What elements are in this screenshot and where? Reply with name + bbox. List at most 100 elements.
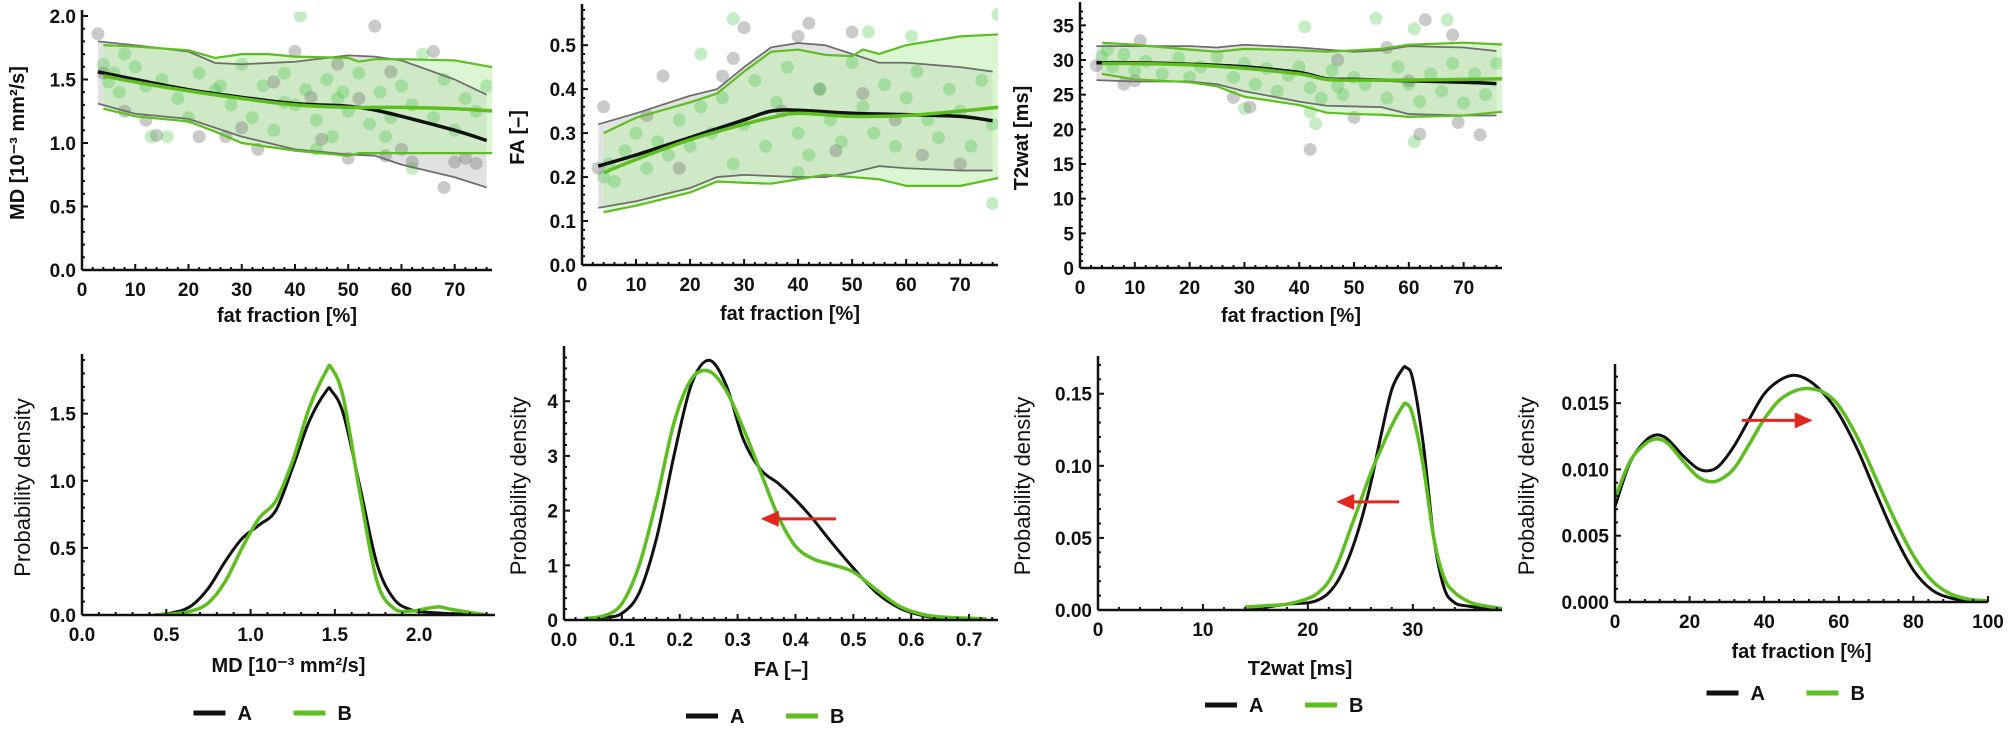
data-point-b [942,82,956,96]
y-tick-label: 0.010 [1561,460,1609,481]
data-point-a [915,148,929,162]
y-tick-label: 0.000 [1561,593,1609,614]
x-tick-label: 0.6 [898,630,924,651]
y-tick-label: 0.00 [1055,601,1092,622]
y-tick-label: 20 [1053,120,1074,141]
data-point-b [1226,70,1240,84]
x-axis-title: FA [–] [754,659,809,681]
y-tick-label: 2.0 [50,7,76,28]
x-tick-label: 0.0 [69,625,95,646]
x-tick-label: 50 [1343,278,1364,299]
density-curve-b [154,363,487,615]
data-point-b [1490,56,1502,70]
chart-t2wat-vs-fat-fraction: 0 10 20 30 40 50 60 70 0 5 10 15 20 25 30 35 fat fractio… [1011,2,1502,327]
data-point-b [726,157,740,171]
y-tick-label: 1 [547,556,558,577]
x-axis-title: fat fraction [%] [1221,305,1361,327]
data-point-a [331,57,345,71]
x-axis-title: fat fraction [%] [720,303,860,325]
y-tick-label: 0 [547,611,558,632]
band-fill-b [103,45,492,156]
data-point-b [1457,96,1471,110]
x-tick-label: 0.3 [724,630,750,651]
data-point-b [128,60,142,74]
data-point-a [953,157,967,171]
plot-area [591,7,998,214]
data-point-b [1347,70,1361,84]
data-point-b [910,65,924,79]
lower-band-b [603,173,998,214]
data-point-a [1133,34,1147,48]
data-point-a [235,121,249,135]
data-point-b [878,78,892,92]
chart-fa-vs-fat-fraction: 0 10 20 30 40 50 60 70 0.0 0.1 0.2 0.3 0.4 0.5 fat fra… [507,4,998,325]
y-tick-label: 1.5 [50,71,77,92]
x-axis-title: T2wat [ms] [1248,658,1352,680]
data-point-b [759,139,773,153]
data-point-b [791,166,805,180]
plot-area [154,363,487,615]
x-tick-label: 20 [1297,620,1318,641]
x-tick-label: 30 [734,275,755,296]
upper-band-b [103,44,492,69]
x-tick-label: 0 [577,275,588,296]
data-point-b [672,113,686,127]
x-tick-label: 50 [338,280,359,301]
data-point-a [458,151,472,165]
data-point-b [277,66,291,80]
axes: 0.0 0.1 0.2 0.3 0.4 0.5 0.6 0.7 0 1 2 3 4 [547,346,998,651]
y-axis-title: FA [–] [507,110,529,165]
density-curve-b [584,368,987,620]
arrow-head [1794,412,1813,429]
data-point-a [352,92,366,106]
x-tick-label: 60 [1828,612,1849,633]
axes: 0 10 20 30 40 50 60 70 0.0 0.5 1.0 1.5 2.0 [50,7,492,301]
data-point-b [986,196,998,210]
data-point-b [975,73,989,87]
data-point-b [607,174,621,188]
legend-label-a: A [1249,695,1263,717]
x-tick-label: 70 [1453,278,1474,299]
data-point-b [1303,81,1317,95]
x-tick-label: 70 [950,275,971,296]
density-curve-b [1615,386,1988,602]
data-point-b [748,73,762,87]
data-point-a [1451,115,1465,129]
data-point-b [118,47,132,61]
chart-t2wat-density: 0 10 20 30 0.00 0.05 0.10 0.15 T2wat [ms] Probabi… [1010,356,1502,717]
x-tick-label: 70 [444,280,465,301]
data-point-b [1309,117,1323,131]
upper-band-b [603,33,998,135]
x-tick-label: 0.2 [667,630,693,651]
y-tick-label: 10 [1053,190,1074,211]
y-axis-title: Probability density [10,398,35,577]
data-point-b [899,91,913,105]
data-point-b [1440,13,1454,27]
data-point-b [1237,102,1251,116]
data-point-b [1183,70,1197,84]
x-tick-label: 0.0 [551,630,577,651]
x-tick-label: 40 [1754,612,1775,633]
data-point-b [769,95,783,109]
data-point-b [331,92,345,106]
data-point-a [791,29,805,43]
y-axis-title: Probability density [1010,397,1035,576]
data-point-a [192,130,206,144]
x-tick-label: 0.7 [956,630,982,651]
data-point-a [726,51,740,65]
data-point-b [245,111,259,125]
density-curve-a [1615,373,1988,602]
lower-band-b [103,107,492,157]
data-point-b [861,25,875,39]
data-point-a [1418,13,1432,27]
data-point-b [780,60,794,74]
y-tick-label: 0.005 [1561,527,1609,548]
data-point-b [651,135,665,149]
legend-label-a: A [238,703,252,725]
y-axis-title: T2wat [ms] [1011,86,1033,190]
data-point-b [112,85,126,99]
x-tick-label: 50 [842,275,863,296]
shift-arrow-annotation [1741,412,1813,429]
